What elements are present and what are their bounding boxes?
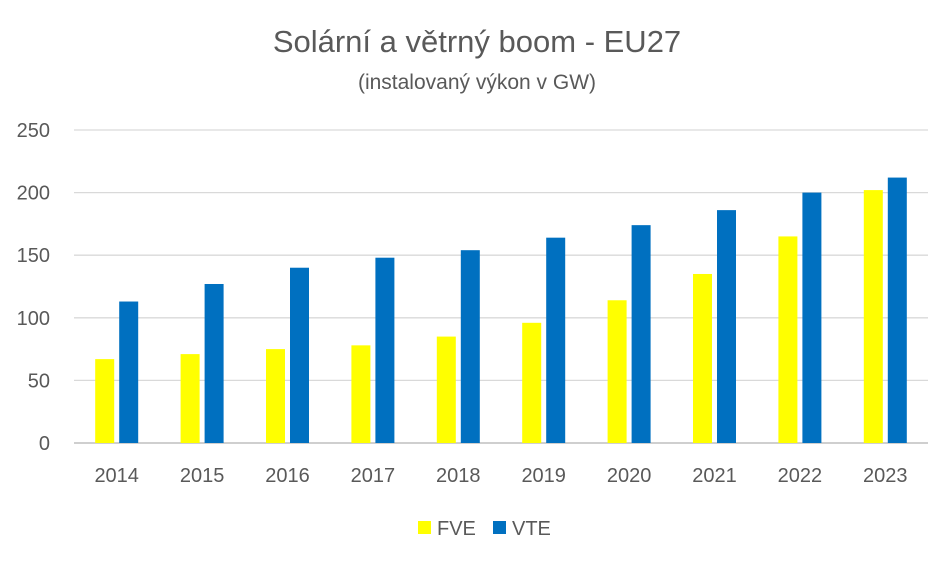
- bars: [95, 177, 907, 444]
- x-tick-label: 2022: [778, 465, 823, 487]
- x-axis-tick-labels: 2014 2015 2016 2017 2018 2019 2020 2021 2022 2023: [94, 465, 907, 487]
- x-tick-label: 2016: [265, 465, 310, 487]
- bar-vte-2020: [631, 225, 651, 443]
- x-tick-label: 2017: [351, 465, 396, 487]
- bar-fve-2022: [778, 236, 798, 443]
- x-tick-label: 2019: [521, 465, 566, 487]
- bar-fve-2023: [863, 190, 883, 443]
- x-tick-label: 2023: [863, 465, 908, 487]
- bar-vte-2018: [460, 250, 480, 443]
- legend-swatch-fve: [418, 521, 431, 534]
- bar-vte-2015: [204, 283, 224, 443]
- bar-vte-2019: [546, 237, 566, 443]
- bar-vte-2016: [290, 267, 309, 443]
- bar-vte-2014: [119, 301, 139, 443]
- bar-vte-2022: [802, 192, 822, 443]
- x-tick-label: 2015: [180, 465, 225, 487]
- bar-fve-2016: [266, 349, 285, 443]
- bar-fve-2021: [693, 273, 712, 443]
- bar-vte-2023: [887, 177, 907, 444]
- gridlines: [74, 129, 928, 444]
- legend-label-vte: VTE: [512, 518, 551, 540]
- x-tick-label: 2021: [692, 465, 737, 487]
- bar-vte-2021: [717, 210, 736, 443]
- chart-subtitle: (instalovaný výkon v GW): [358, 71, 596, 94]
- x-tick-label: 2020: [607, 465, 652, 487]
- chart-title: Solární a větrný boom - EU27: [273, 24, 681, 59]
- y-tick-label: 50: [28, 370, 50, 392]
- bar-fve-2020: [607, 300, 627, 443]
- y-tick-label: 100: [17, 308, 50, 330]
- legend-label-fve: FVE: [437, 518, 476, 540]
- bar-fve-2017: [351, 345, 371, 443]
- y-tick-label: 200: [17, 183, 50, 205]
- legend-swatch-vte: [493, 521, 506, 534]
- bar-fve-2014: [95, 359, 115, 443]
- y-tick-label: 250: [17, 120, 50, 142]
- y-tick-label: 0: [39, 433, 50, 455]
- bar-fve-2015: [180, 354, 200, 443]
- legend: FVE VTE: [418, 518, 551, 540]
- bar-vte-2017: [375, 257, 395, 443]
- x-tick-label: 2014: [94, 465, 139, 487]
- x-tick-label: 2018: [436, 465, 481, 487]
- bar-fve-2018: [436, 336, 456, 443]
- bar-fve-2019: [522, 322, 542, 443]
- y-axis-tick-labels: 0 50 100 150 200 250: [17, 120, 50, 455]
- y-tick-label: 150: [17, 245, 50, 267]
